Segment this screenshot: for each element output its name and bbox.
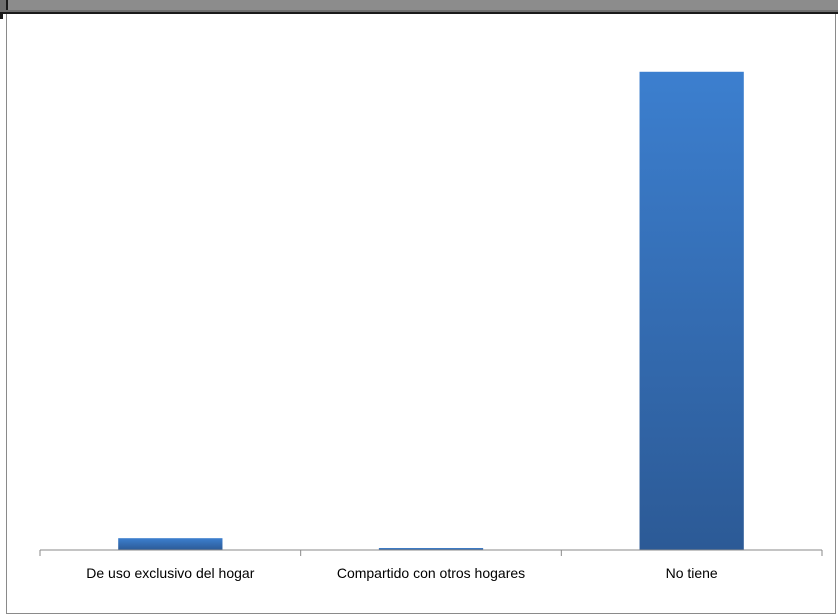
bar-chart: De uso exclusivo del hogar Compartido co… bbox=[7, 14, 837, 614]
bar-no-tiene bbox=[640, 72, 744, 550]
x-axis-ticks bbox=[40, 550, 822, 556]
x-axis-labels: De uso exclusivo del hogar Compartido co… bbox=[86, 565, 718, 581]
tick-label-compartido: Compartido con otros hogares bbox=[337, 565, 525, 581]
bar-exclusivo bbox=[118, 538, 222, 550]
bars-layer bbox=[118, 72, 744, 550]
window-left-edge bbox=[0, 12, 3, 19]
tick-label-no-tiene: No tiene bbox=[666, 565, 718, 581]
window-top-border-inner bbox=[6, 0, 838, 10]
chart-frame: De uso exclusivo del hogar Compartido co… bbox=[6, 14, 836, 614]
tick-label-exclusivo: De uso exclusivo del hogar bbox=[86, 565, 254, 581]
window-top-border bbox=[0, 0, 838, 14]
